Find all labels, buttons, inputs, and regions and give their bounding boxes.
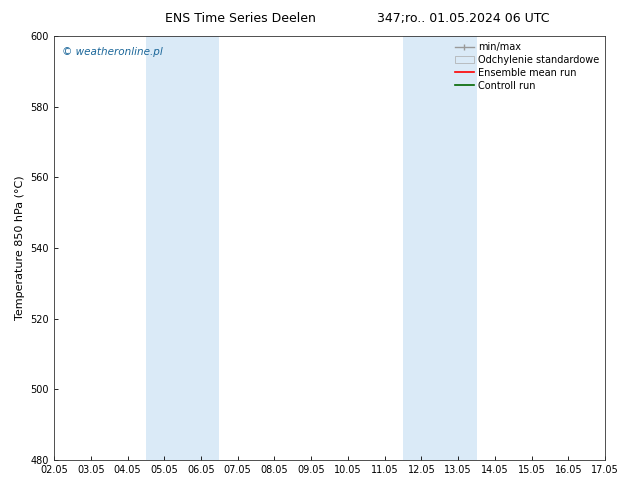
Text: 347;ro.. 01.05.2024 06 UTC: 347;ro.. 01.05.2024 06 UTC (377, 12, 549, 25)
Bar (403, 36, 477, 460)
Legend: min/max, Odchylenie standardowe, Ensemble mean run, Controll run: min/max, Odchylenie standardowe, Ensembl… (451, 38, 603, 95)
Y-axis label: Temperature 850 hPa (°C): Temperature 850 hPa (°C) (15, 176, 25, 320)
Bar (146, 36, 219, 460)
Text: ENS Time Series Deelen: ENS Time Series Deelen (165, 12, 316, 25)
Text: © weatheronline.pl: © weatheronline.pl (62, 47, 163, 57)
